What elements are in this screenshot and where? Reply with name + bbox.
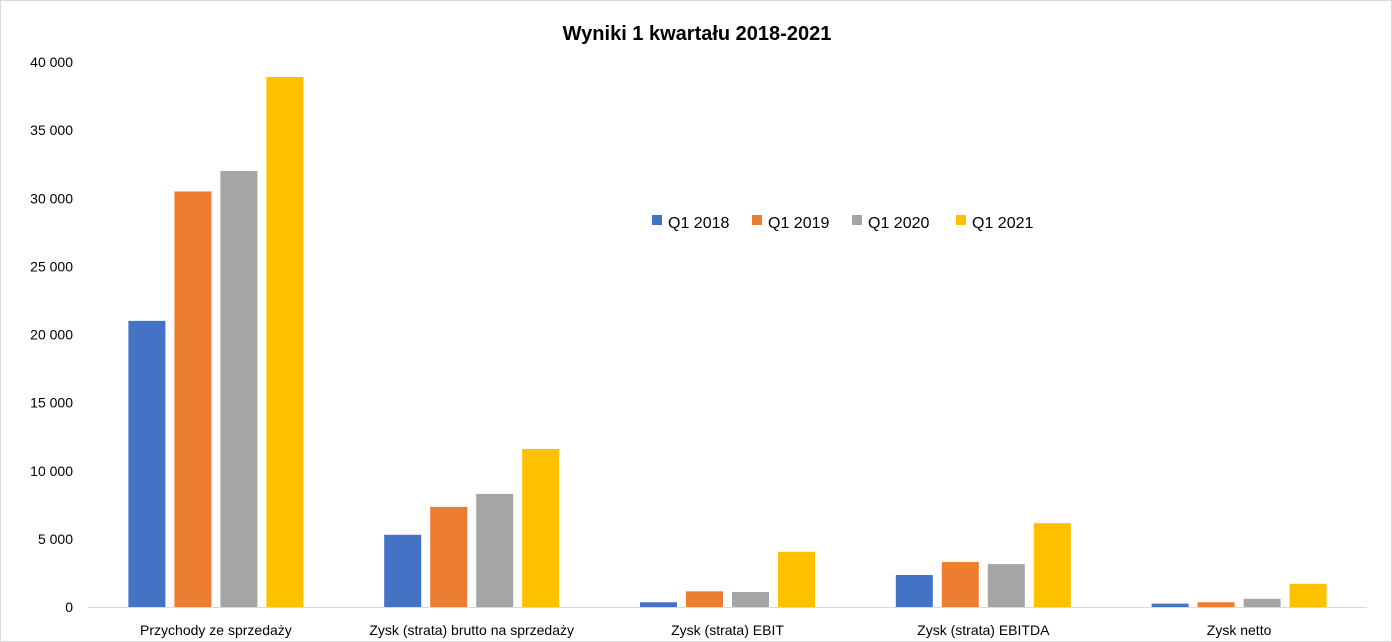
legend-swatch	[752, 215, 762, 225]
legend-label: Q1 2018	[668, 215, 729, 232]
bar	[1243, 598, 1281, 607]
x-category-label: Zysk (strata) EBIT	[671, 622, 784, 638]
legend-label: Q1 2019	[768, 215, 829, 232]
y-tick-label: 30 000	[30, 190, 73, 206]
y-tick-label: 0	[65, 599, 73, 615]
bars-group	[128, 76, 1327, 608]
bar	[987, 564, 1025, 607]
x-category-label: Zysk netto	[1207, 622, 1272, 638]
legend: Q1 2018 Q1 2019 Q1 2020 Q1 2021	[652, 215, 1033, 232]
x-category-label: Zysk (strata) EBITDA	[917, 622, 1050, 638]
x-category-label: Zysk (strata) brutto na sprzedaży	[369, 622, 574, 638]
bar	[476, 493, 514, 607]
y-tick-label: 10 000	[30, 463, 73, 479]
bar	[640, 602, 677, 607]
bar	[732, 592, 769, 607]
bar	[895, 574, 933, 607]
legend-swatch	[956, 215, 966, 225]
legend-label: Q1 2020	[868, 215, 929, 232]
x-axis-category-labels: Przychody ze sprzedaży Zysk (strata) brut…	[140, 622, 1272, 638]
bar	[266, 76, 304, 608]
legend-label: Q1 2021	[972, 215, 1033, 232]
bar	[1289, 583, 1327, 607]
bar	[941, 562, 979, 607]
chart-title: Wyniki 1 kwartału 2018-2021	[563, 23, 832, 45]
bar	[1151, 603, 1189, 607]
bar	[220, 171, 258, 607]
legend-swatch	[652, 215, 662, 225]
bar	[1033, 523, 1071, 607]
x-category-label: Przychody ze sprzedaży	[140, 622, 292, 638]
bar	[128, 320, 166, 607]
bar	[1197, 602, 1235, 607]
bar	[522, 448, 560, 607]
bar	[430, 506, 468, 607]
y-tick-label: 15 000	[30, 395, 73, 411]
y-axis-tick-labels: 0 5 000 10 000 15 000 20 000 25 000 30 000 35 0…	[30, 54, 73, 615]
bar	[778, 551, 815, 607]
y-tick-label: 40 000	[30, 54, 73, 70]
bar	[384, 534, 422, 607]
y-tick-label: 20 000	[30, 327, 73, 343]
y-tick-label: 25 000	[30, 258, 73, 274]
y-tick-label: 5 000	[38, 531, 73, 547]
bar	[686, 591, 723, 607]
bar	[174, 191, 212, 607]
legend-swatch	[852, 215, 862, 225]
y-tick-label: 35 000	[30, 122, 73, 138]
